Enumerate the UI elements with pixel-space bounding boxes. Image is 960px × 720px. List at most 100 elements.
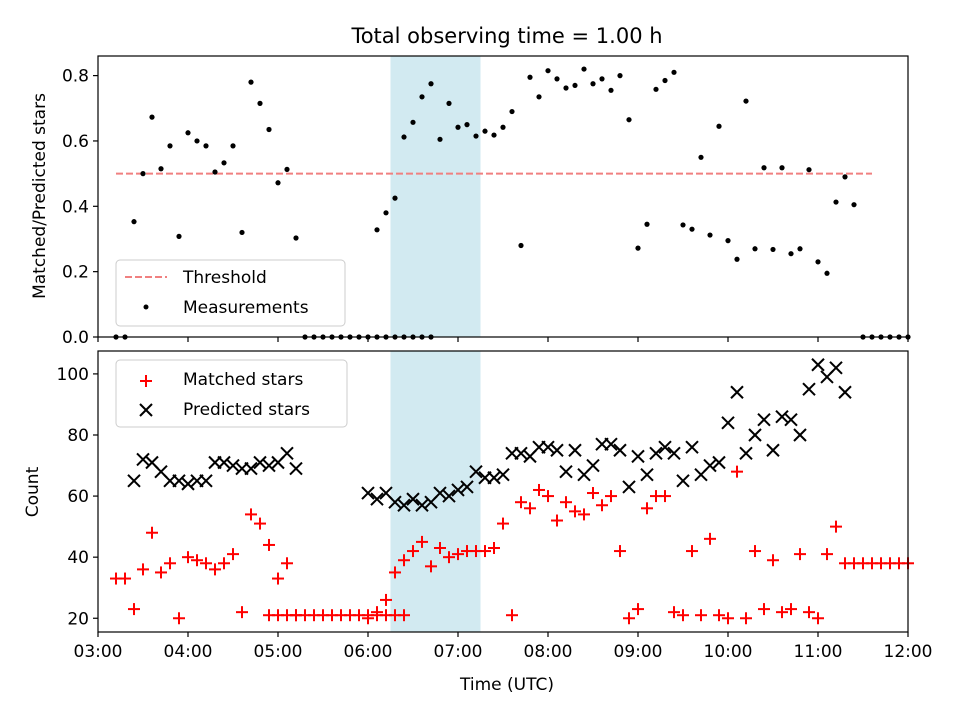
predicted-star-point <box>127 474 141 488</box>
measurement-point <box>257 100 263 106</box>
x-tick-label: 04:00 <box>164 642 213 662</box>
measurement-point <box>824 270 830 276</box>
matched-star-point <box>686 545 698 558</box>
matched-star-point <box>182 551 194 564</box>
measurement-point <box>500 124 506 130</box>
predicted-star-point <box>514 446 528 461</box>
matched-star-point <box>740 612 752 625</box>
measurement-point <box>662 77 668 84</box>
matched-star-point <box>425 560 437 573</box>
bottom-legend: Matched stars Predicted stars <box>115 359 348 428</box>
x-tick-label: 11:00 <box>794 642 843 662</box>
measurement-point <box>221 160 227 166</box>
matched-star-point <box>254 517 266 530</box>
matched-star-point <box>587 487 599 500</box>
matched-star-point <box>776 606 788 619</box>
x-tick-label: 08:00 <box>524 642 573 662</box>
bottom-y-axis-label: Count <box>23 466 43 517</box>
measurement-point <box>779 165 785 171</box>
predicted-star-point <box>550 443 564 457</box>
predicted-star-point <box>631 449 645 464</box>
measurement-point <box>518 242 524 249</box>
measurement-point <box>680 222 686 228</box>
y-tick-label: 0.8 <box>62 67 89 87</box>
matched-star-point <box>380 593 392 606</box>
measurement-point <box>806 167 812 173</box>
predicted-star-point <box>496 467 510 482</box>
top-shaded-span <box>390 56 481 337</box>
predicted-star-point <box>451 483 465 497</box>
predicted-star-point <box>559 464 573 479</box>
predicted-star-point <box>226 458 240 473</box>
measurement-point <box>167 143 173 149</box>
bottom-legend-box <box>115 359 348 428</box>
predicted-stars-legend-swatch <box>139 403 153 417</box>
predicted-star-point <box>280 446 294 461</box>
chart-title: Total observing time = 1.00 h <box>350 24 662 48</box>
x-axis-label: Time (UTC) <box>459 675 554 695</box>
measurement-point <box>761 165 767 171</box>
measurement-point <box>617 73 623 79</box>
matched-star-point <box>515 496 527 509</box>
y-tick-label: 0.0 <box>62 328 89 348</box>
predicted-star-point <box>613 443 627 457</box>
threshold-legend-label: Threshold <box>182 268 267 288</box>
measurement-point <box>293 235 299 241</box>
predicted-star-point <box>136 452 150 467</box>
y-tick-label: 0.6 <box>62 132 89 152</box>
matched-star-point <box>164 557 176 570</box>
measurement-point <box>419 94 425 100</box>
matched-star-point <box>551 514 563 527</box>
matched-star-point <box>371 606 383 619</box>
matched-star-point <box>749 545 761 558</box>
matched-star-point <box>119 572 131 585</box>
y-tick-label: 60 <box>67 487 89 507</box>
matched-star-point <box>758 603 770 616</box>
predicted-star-point <box>784 413 798 427</box>
matched-star-point <box>524 502 536 515</box>
x-tick-label: 05:00 <box>254 642 303 662</box>
measurement-point <box>203 143 209 149</box>
x-tick-label: 06:00 <box>344 642 393 662</box>
measurement-point <box>437 136 443 142</box>
measurement-point <box>743 98 749 104</box>
predicted-star-point <box>757 413 771 427</box>
matched-star-point <box>263 538 275 551</box>
predicted-star-point <box>244 461 258 476</box>
predicted-star-point <box>361 486 375 500</box>
predicted-stars-legend-label: Predicted stars <box>183 400 310 420</box>
measurement-point <box>383 210 389 216</box>
measurement-point <box>689 226 695 232</box>
measurement-point <box>176 233 182 239</box>
predicted-star-point <box>397 498 411 512</box>
matched-star-point <box>641 502 653 515</box>
measurement-point <box>563 85 569 91</box>
measurement-point <box>698 154 704 160</box>
matched-star-point <box>677 609 689 622</box>
measurement-point <box>734 256 740 262</box>
matched-star-point <box>812 612 824 625</box>
matched-star-point <box>416 535 428 548</box>
measurement-point <box>545 68 551 74</box>
matched-star-point <box>209 563 221 576</box>
matched-star-point <box>713 609 725 622</box>
measurement-point <box>248 79 254 85</box>
measurement-point <box>410 119 416 125</box>
measurement-point <box>635 245 641 251</box>
predicted-star-point <box>586 458 600 473</box>
matched-star-point <box>200 557 212 570</box>
predicted-star-point <box>775 409 789 424</box>
measurement-point <box>212 169 218 175</box>
measurement-point <box>590 81 596 87</box>
measurement-point <box>725 238 731 244</box>
measurement-point <box>239 229 245 236</box>
y-tick-label: 100 <box>57 365 89 385</box>
measurement-point <box>707 232 713 238</box>
bottom-axes: 20 40 60 80 100 03:00 04:00 05:00 06:00 07:00 08:0… <box>57 350 933 662</box>
matched-star-point <box>398 609 410 622</box>
y-tick-label: 80 <box>67 426 89 446</box>
predicted-star-point <box>181 477 195 491</box>
measurement-point <box>770 246 776 253</box>
measurement-point <box>572 82 578 89</box>
predicted-star-point <box>604 437 618 451</box>
